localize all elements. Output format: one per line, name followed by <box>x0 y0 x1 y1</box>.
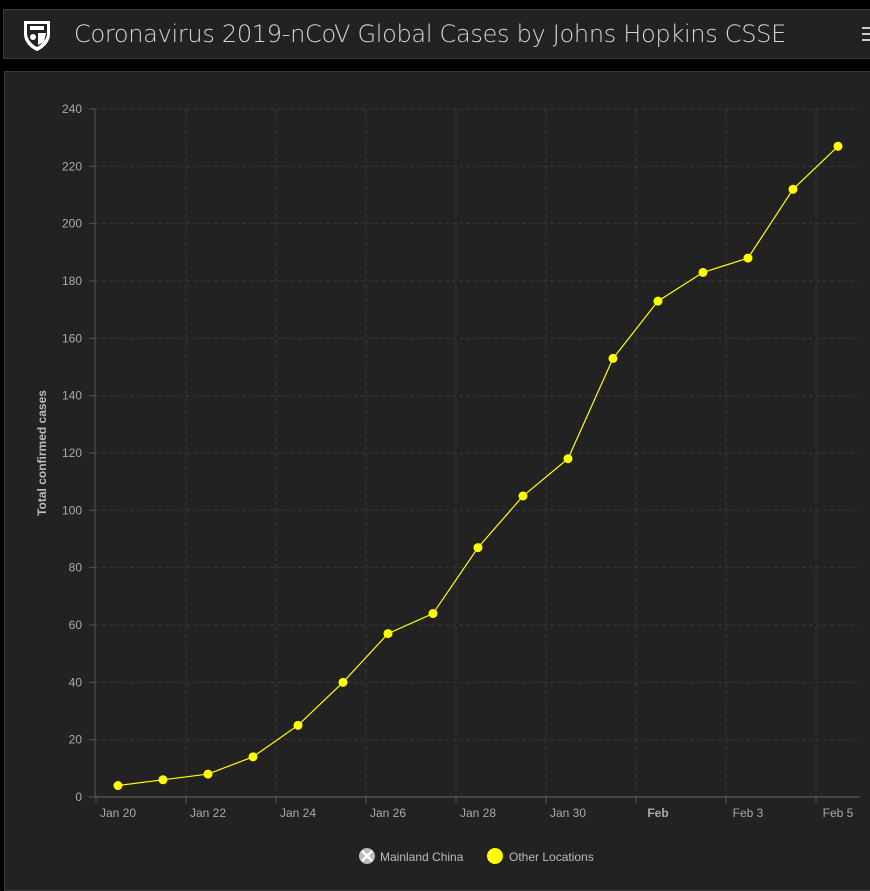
jhu-shield-icon <box>24 21 50 51</box>
y-tick-label: 180 <box>62 274 82 288</box>
data-point[interactable] <box>338 677 348 687</box>
x-tick-label: Jan 30 <box>550 806 586 820</box>
legend-item-other-locations[interactable]: Other Locations <box>487 848 594 864</box>
y-tick-label: 20 <box>69 733 83 747</box>
data-point[interactable] <box>293 720 303 730</box>
series-line-other-locations <box>117 145 839 787</box>
y-tick-label: 80 <box>69 561 83 575</box>
x-tick-label: Feb <box>647 806 668 820</box>
x-tick-label: Feb 3 <box>733 806 764 820</box>
legend-item-mainland-china[interactable]: Mainland China <box>359 848 464 864</box>
app-header: Coronavirus 2019-nCoV Global Cases by Jo… <box>3 9 870 59</box>
data-point[interactable] <box>518 491 528 501</box>
y-tick-label: 160 <box>62 331 82 345</box>
data-point[interactable] <box>698 267 708 277</box>
data-point[interactable] <box>203 769 213 779</box>
page-title: Coronavirus 2019-nCoV Global Cases by Jo… <box>74 20 786 48</box>
y-tick-label: 0 <box>75 790 82 804</box>
y-tick-label: 200 <box>62 217 82 231</box>
x-tick-label: Jan 28 <box>460 806 496 820</box>
data-point[interactable] <box>743 253 753 263</box>
legend-marker-icon <box>487 848 503 864</box>
legend-label: Other Locations <box>509 850 594 864</box>
legend-label: Mainland China <box>380 850 464 864</box>
data-point[interactable] <box>833 141 843 151</box>
data-point[interactable] <box>158 775 168 785</box>
data-point[interactable] <box>383 629 393 639</box>
y-tick-label: 140 <box>62 389 82 403</box>
data-point[interactable] <box>653 296 663 306</box>
data-point[interactable] <box>473 543 483 553</box>
data-point[interactable] <box>788 184 798 194</box>
data-point[interactable] <box>428 609 438 619</box>
x-tick-label: Jan 22 <box>190 806 226 820</box>
y-tick-label: 100 <box>62 503 82 517</box>
data-point[interactable] <box>248 752 258 762</box>
data-point[interactable] <box>563 454 573 464</box>
x-tick-label: Jan 20 <box>100 806 136 820</box>
y-tick-label: 60 <box>69 618 83 632</box>
x-tick-label: Feb 5 <box>823 806 854 820</box>
data-point[interactable] <box>608 353 618 363</box>
y-axis-label: Total confirmed cases <box>35 390 49 516</box>
y-tick-label: 240 <box>62 102 82 116</box>
hamburger-menu-icon[interactable] <box>862 24 870 44</box>
data-point[interactable] <box>113 781 123 791</box>
y-tick-label: 40 <box>69 675 83 689</box>
y-tick-label: 120 <box>62 446 82 460</box>
y-tick-label: 220 <box>62 159 82 173</box>
x-tick-label: Jan 26 <box>370 806 406 820</box>
x-tick-label: Jan 24 <box>280 806 316 820</box>
